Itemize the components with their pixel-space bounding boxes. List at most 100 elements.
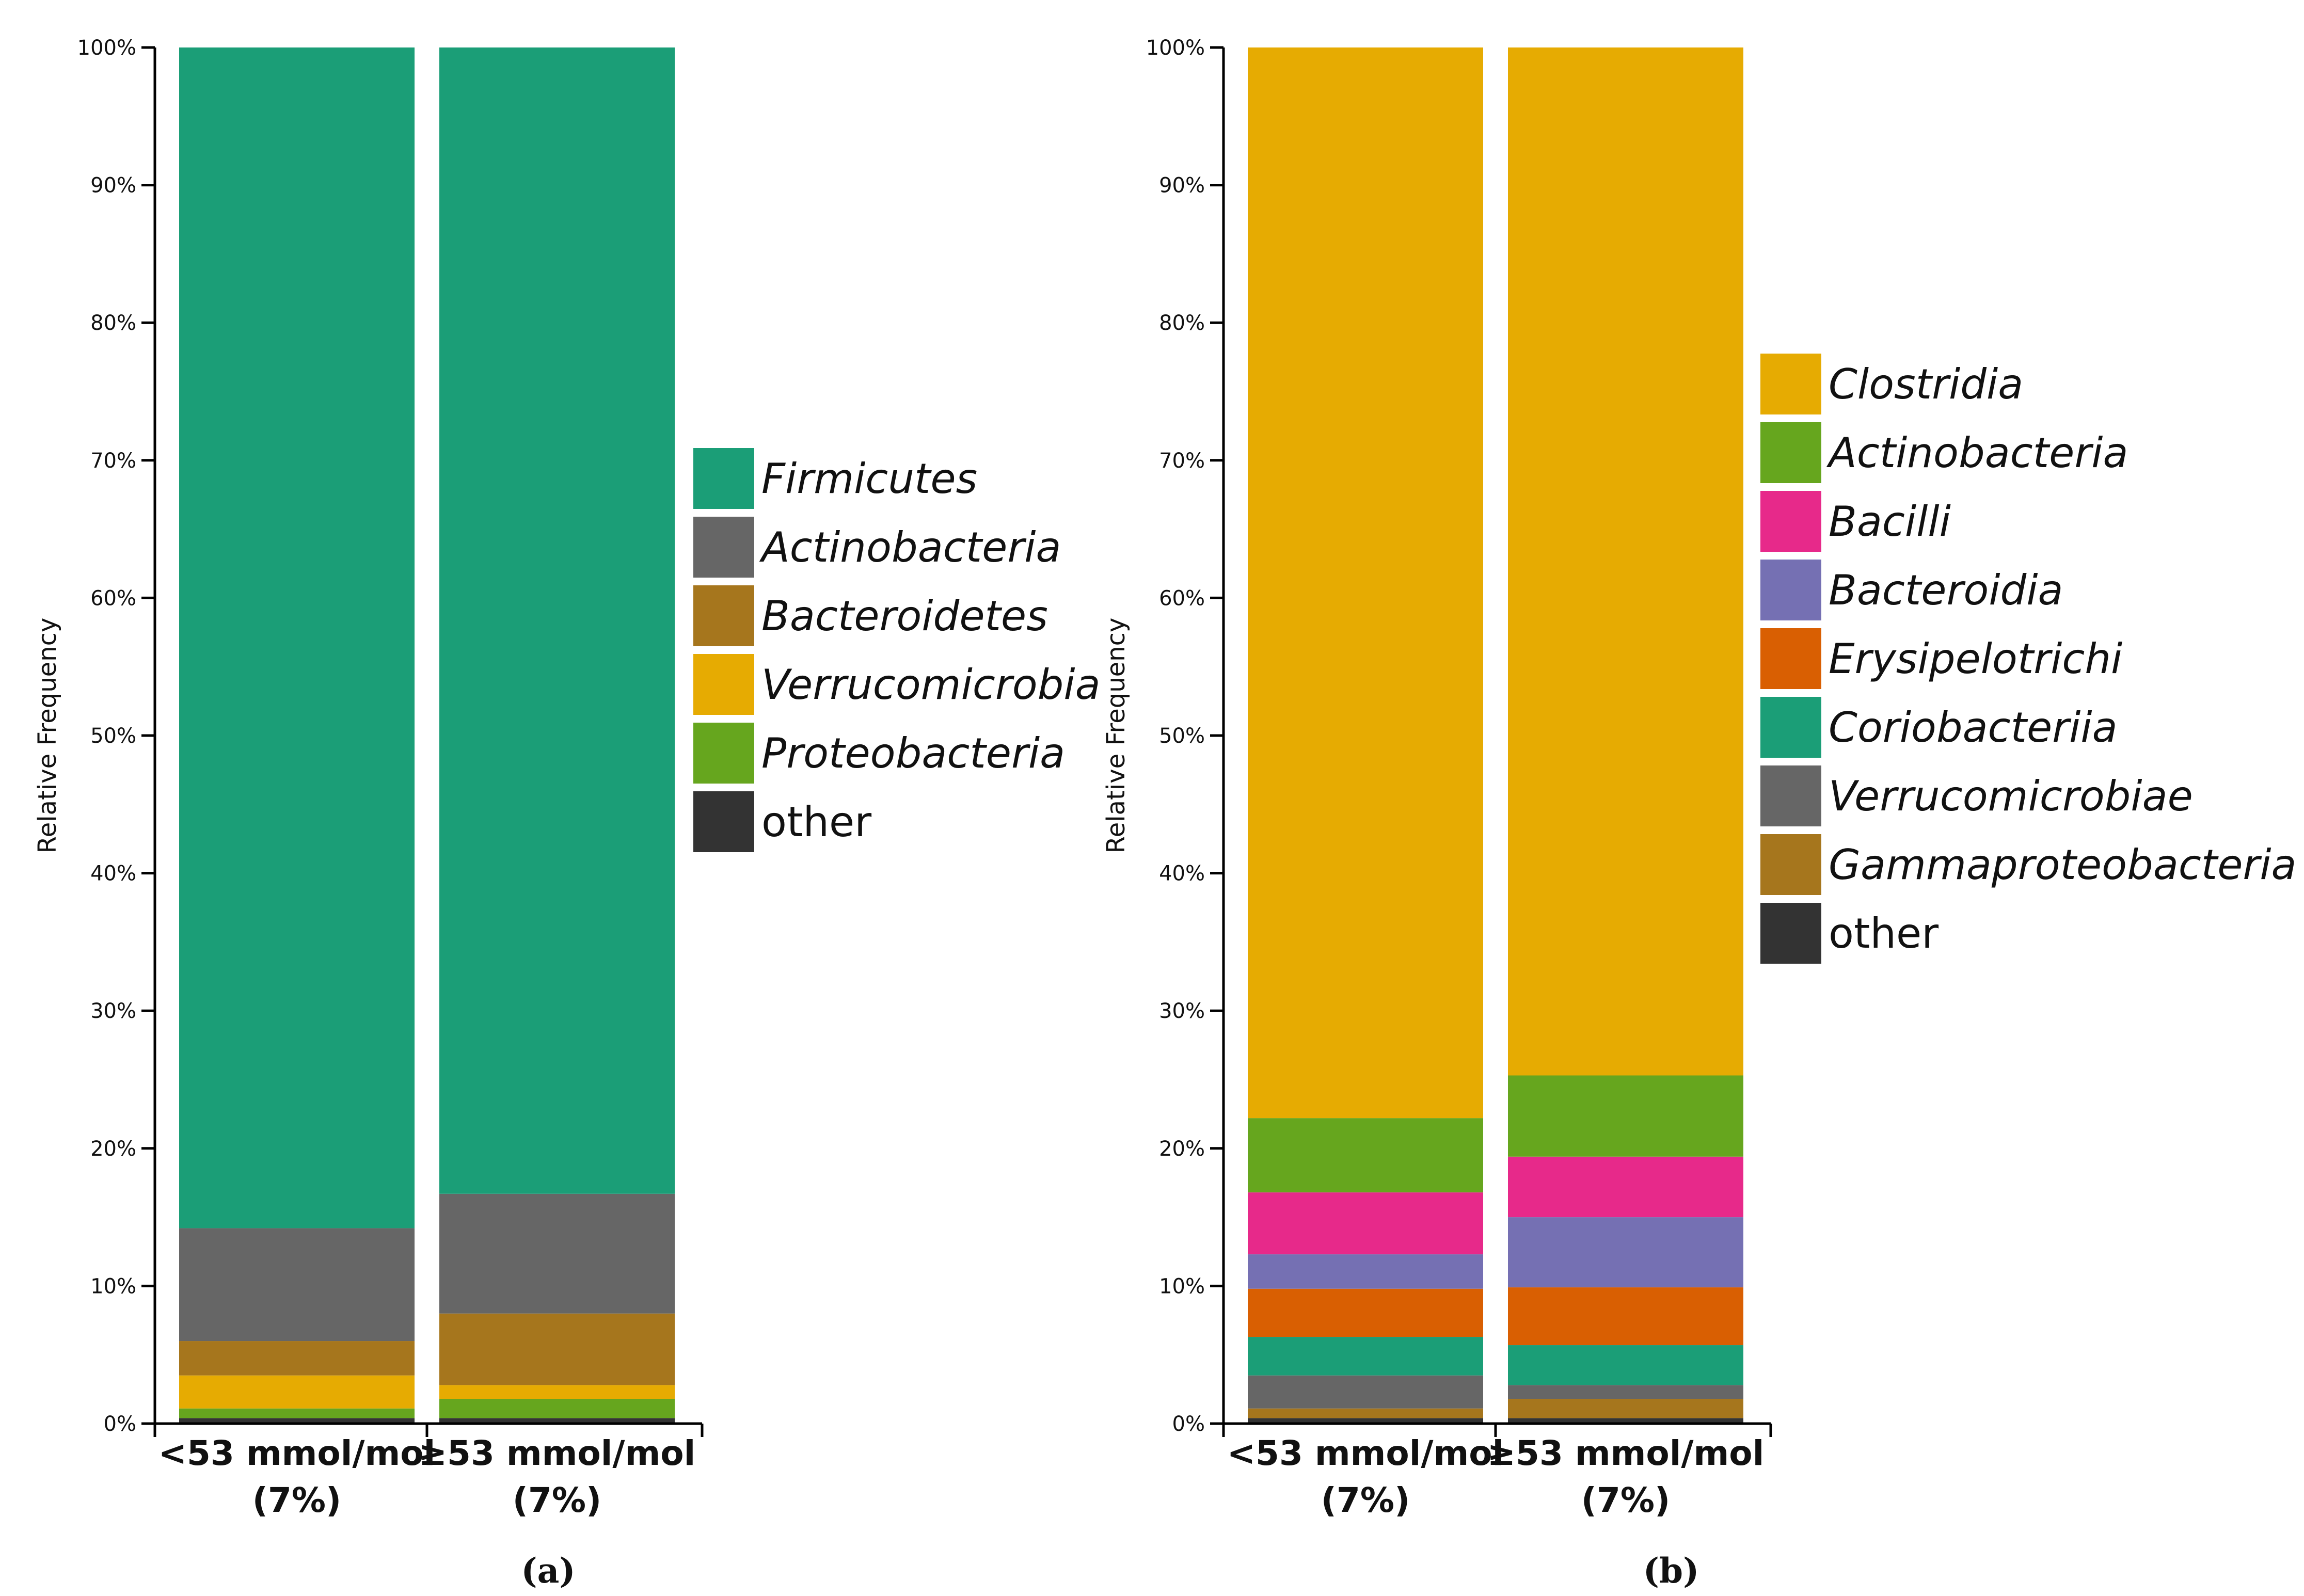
legend-item: other xyxy=(693,791,871,852)
y-tick-label: 100% xyxy=(1146,36,1205,60)
y-tick-label: 90% xyxy=(90,174,136,198)
bar-segment-actinobacteria-cat2 xyxy=(1508,1075,1743,1157)
legend-swatch xyxy=(1760,422,1821,483)
bar-segment-proteobacteria-cat1 xyxy=(179,1408,415,1418)
legend-swatch xyxy=(1760,697,1821,758)
legend-item: Verrucomicrobiae xyxy=(1760,765,2193,826)
legend-label: other xyxy=(1829,909,1938,957)
bar-segment-verrucomicrobiae-cat1 xyxy=(1248,1375,1483,1409)
bar-segment-verrucomicrobia-cat1 xyxy=(179,1375,415,1409)
bar-segment-gammaproteobacteria-cat2 xyxy=(1508,1399,1743,1418)
y-tick-label: 30% xyxy=(90,999,136,1023)
y-tick-label: 60% xyxy=(90,586,136,610)
bar-segment-bacteroidia-cat2 xyxy=(1508,1217,1743,1288)
category-label: ≥53 mmol/mol xyxy=(1487,1433,1764,1473)
legend-swatch xyxy=(1760,560,1821,620)
legend-item: Verrucomicrobia xyxy=(693,654,1101,715)
legend-label: Firmicutes xyxy=(761,455,977,503)
legend-swatch xyxy=(693,585,754,646)
bar-segment-coriobacteriia-cat1 xyxy=(1248,1337,1483,1376)
y-tick-label: 0% xyxy=(1172,1412,1205,1436)
category-label: <53 mmol/mol xyxy=(1227,1433,1504,1473)
category-sublabel: (7%) xyxy=(513,1480,601,1520)
legend-label: Bacteroidia xyxy=(1829,566,2063,614)
bar-segment-bacilli-cat1 xyxy=(1248,1192,1483,1255)
legend-item: Bacilli xyxy=(1760,491,1951,552)
legend-swatch xyxy=(1760,903,1821,964)
bar-segment-bacteroidetes-cat2 xyxy=(439,1313,675,1385)
bar-segment-erysipelotrichi-cat2 xyxy=(1508,1287,1743,1346)
legend-label: Erysipelotrichi xyxy=(1829,635,2122,683)
bar-segment-clostridia-cat1 xyxy=(1248,47,1483,1119)
bar-segment-bacteroidia-cat1 xyxy=(1248,1254,1483,1289)
y-axis-title: Relative Frequency xyxy=(33,618,62,854)
y-tick-label: 100% xyxy=(77,36,136,60)
legend-item: Bacteroidetes xyxy=(693,585,1048,646)
category-sublabel: (7%) xyxy=(1321,1480,1410,1520)
legend-label: Verrucomicrobiae xyxy=(1829,772,2193,820)
bar-segment-other-cat1 xyxy=(179,1418,415,1424)
y-tick-label: 40% xyxy=(90,862,136,886)
legend-swatch xyxy=(693,791,754,852)
legend-item: Actinobacteria xyxy=(1760,422,2128,483)
legend-item: Bacteroidia xyxy=(1760,560,2063,620)
y-tick-label: 10% xyxy=(90,1274,136,1298)
legend-item: Coriobacteriia xyxy=(1760,697,2118,758)
legend-item: Gammaproteobacteria xyxy=(1760,834,2297,895)
bar-segment-other-cat2 xyxy=(439,1418,675,1424)
y-tick-label: 90% xyxy=(1159,174,1205,198)
bar-segment-clostridia-cat2 xyxy=(1508,47,1743,1076)
category-sublabel: (7%) xyxy=(1581,1480,1670,1520)
category-sublabel: (7%) xyxy=(252,1480,341,1520)
legend-swatch xyxy=(1760,491,1821,552)
legend-label: Actinobacteria xyxy=(1826,429,2128,477)
legend-label: Clostridia xyxy=(1829,360,2023,408)
legend-swatch xyxy=(693,517,754,578)
y-tick-label: 30% xyxy=(1159,999,1205,1023)
legend-swatch xyxy=(693,448,754,509)
bar-segment-actinobacteria-cat1 xyxy=(179,1228,415,1342)
legend-swatch xyxy=(693,723,754,784)
bar-segment-erysipelotrichi-cat1 xyxy=(1248,1288,1483,1337)
y-tick-label: 20% xyxy=(1159,1137,1205,1161)
bar-segment-bacteroidetes-cat1 xyxy=(179,1341,415,1376)
legend-swatch xyxy=(1760,628,1821,689)
bar-segment-proteobacteria-cat2 xyxy=(439,1399,675,1418)
bar-segment-actinobacteria-cat2 xyxy=(439,1193,675,1314)
legend-swatch xyxy=(1760,354,1821,414)
legend-item: Firmicutes xyxy=(693,448,977,509)
legend-label: Actinobacteria xyxy=(759,523,1061,571)
legend-label: Bacteroidetes xyxy=(761,592,1048,640)
legend-swatch xyxy=(1760,765,1821,826)
legend-swatch xyxy=(1760,834,1821,895)
y-tick-label: 70% xyxy=(90,449,136,473)
y-tick-label: 40% xyxy=(1159,862,1205,886)
bar-segment-coriobacteriia-cat2 xyxy=(1508,1345,1743,1385)
legend-label: Proteobacteria xyxy=(761,729,1065,777)
legend: Clostridia Actinobacteria Bacilli Bacteroid… xyxy=(1760,354,2297,964)
panel-b: 0% 10% 20% 30% 40% 50% 60% 70% 80% 90% 100% Relativ… xyxy=(1102,36,2297,1591)
y-tick-label: 10% xyxy=(1159,1274,1205,1298)
legend-item: Erysipelotrichi xyxy=(1760,628,2122,689)
legend-label: Verrucomicrobia xyxy=(761,661,1101,709)
y-tick-label: 50% xyxy=(1159,724,1205,748)
legend-label: other xyxy=(761,798,871,846)
legend-swatch xyxy=(693,654,754,715)
bar-segment-other-cat1 xyxy=(1248,1418,1483,1424)
y-tick-label: 60% xyxy=(1159,586,1205,610)
bar-segment-bacilli-cat2 xyxy=(1508,1156,1743,1218)
bar-segment-firmicutes-cat2 xyxy=(439,47,675,1194)
y-tick-label: 0% xyxy=(104,1412,136,1436)
bar-segment-verrucomicrobia-cat2 xyxy=(439,1385,675,1399)
legend-item: Actinobacteria xyxy=(693,517,1061,578)
bar-segment-gammaproteobacteria-cat1 xyxy=(1248,1408,1483,1418)
bar-segment-actinobacteria-cat1 xyxy=(1248,1118,1483,1193)
y-tick-label: 50% xyxy=(90,724,136,748)
legend-item: other xyxy=(1760,903,1938,964)
legend-label: Gammaproteobacteria xyxy=(1829,841,2297,889)
category-label: <53 mmol/mol xyxy=(158,1433,435,1473)
y-axis-title: Relative Frequency xyxy=(1102,618,1131,854)
y-tick-label: 80% xyxy=(90,311,136,335)
bar-segment-other-cat2 xyxy=(1508,1418,1743,1424)
